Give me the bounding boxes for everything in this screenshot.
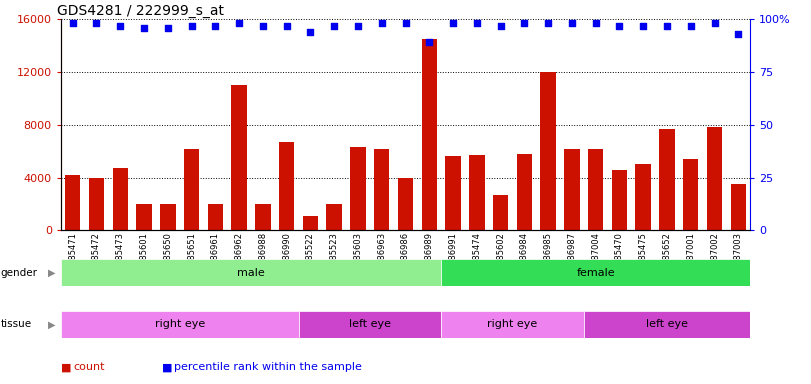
- Bar: [303, 216, 318, 230]
- Text: left eye: left eye: [349, 319, 391, 329]
- Bar: [350, 147, 366, 230]
- Bar: [731, 184, 746, 230]
- Bar: [136, 204, 152, 230]
- Text: male: male: [237, 268, 265, 278]
- Bar: [231, 85, 247, 230]
- Bar: [397, 177, 414, 230]
- Point: [114, 23, 127, 29]
- Bar: [61, 259, 441, 286]
- Bar: [441, 259, 750, 286]
- Text: GDS4281 / 222999_s_at: GDS4281 / 222999_s_at: [58, 4, 225, 18]
- Bar: [374, 149, 389, 230]
- Point: [565, 20, 578, 26]
- Point: [494, 23, 507, 29]
- Point: [304, 29, 317, 35]
- Bar: [564, 149, 580, 230]
- Point: [90, 20, 103, 26]
- Text: right eye: right eye: [487, 319, 538, 329]
- Bar: [611, 170, 627, 230]
- Bar: [540, 72, 556, 230]
- Point: [256, 23, 269, 29]
- Bar: [208, 204, 223, 230]
- Bar: [493, 195, 508, 230]
- Bar: [659, 129, 675, 230]
- Point: [328, 23, 341, 29]
- Point: [280, 23, 293, 29]
- Point: [708, 20, 721, 26]
- Bar: [469, 155, 484, 230]
- Point: [161, 25, 174, 31]
- Bar: [707, 127, 723, 230]
- Bar: [61, 311, 298, 338]
- Point: [660, 23, 673, 29]
- Bar: [279, 142, 294, 230]
- Point: [209, 23, 222, 29]
- Point: [589, 20, 602, 26]
- Bar: [445, 157, 461, 230]
- Text: ▶: ▶: [48, 268, 55, 278]
- Point: [423, 40, 436, 46]
- Point: [613, 23, 626, 29]
- Text: gender: gender: [1, 268, 38, 278]
- Point: [447, 20, 460, 26]
- Point: [375, 20, 388, 26]
- Text: female: female: [577, 268, 615, 278]
- Point: [470, 20, 483, 26]
- Point: [185, 23, 198, 29]
- Point: [351, 23, 364, 29]
- Text: tissue: tissue: [1, 319, 32, 329]
- Bar: [588, 149, 603, 230]
- Point: [67, 20, 79, 26]
- Bar: [422, 39, 437, 230]
- Bar: [255, 204, 271, 230]
- Bar: [636, 164, 651, 230]
- Text: left eye: left eye: [646, 319, 688, 329]
- Text: ▶: ▶: [48, 319, 55, 329]
- Point: [637, 23, 650, 29]
- Point: [542, 20, 555, 26]
- Bar: [441, 311, 584, 338]
- Point: [518, 20, 531, 26]
- Bar: [65, 175, 80, 230]
- Bar: [88, 177, 104, 230]
- Point: [233, 20, 246, 26]
- Text: percentile rank within the sample: percentile rank within the sample: [174, 362, 363, 372]
- Point: [732, 31, 744, 37]
- Bar: [160, 204, 175, 230]
- Point: [138, 25, 151, 31]
- Text: ■: ■: [162, 362, 173, 372]
- Text: ■: ■: [61, 362, 71, 372]
- Text: count: count: [73, 362, 105, 372]
- Bar: [113, 168, 128, 230]
- Bar: [298, 311, 441, 338]
- Bar: [517, 154, 532, 230]
- Text: right eye: right eye: [155, 319, 205, 329]
- Bar: [184, 149, 200, 230]
- Point: [399, 20, 412, 26]
- Point: [684, 23, 697, 29]
- Bar: [683, 159, 698, 230]
- Bar: [584, 311, 750, 338]
- Bar: [327, 204, 342, 230]
